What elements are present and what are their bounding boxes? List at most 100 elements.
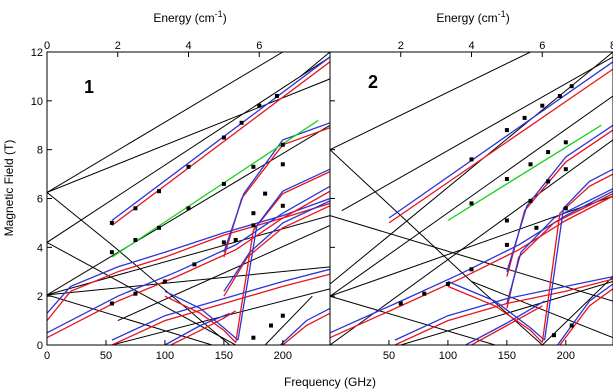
panel-1-data-marker-17 bbox=[162, 279, 167, 284]
panel-1-data-marker-10 bbox=[157, 225, 161, 230]
panel-2-data-marker-0 bbox=[469, 157, 474, 162]
panel-1-x-tick-label-1: 50 bbox=[100, 350, 112, 362]
y-tick-label-3: 6 bbox=[37, 194, 43, 206]
y-tick-label-6: 12 bbox=[31, 47, 43, 59]
panel-2-series-blue-line-16 bbox=[330, 190, 613, 334]
panel-2-data-marker-13 bbox=[445, 282, 450, 286]
top-axis-title-left-text: Energy (cm bbox=[153, 11, 214, 25]
panel-2-series-black-line-7 bbox=[330, 295, 496, 345]
panel-2-data-marker-19 bbox=[528, 198, 533, 203]
panel-1-x-tick-label-4: 200 bbox=[274, 350, 292, 362]
panel-1-data-marker-16 bbox=[133, 291, 138, 296]
y-tick-label-4: 8 bbox=[37, 145, 43, 157]
panel-1-series-red-line-18 bbox=[47, 190, 330, 339]
panel-1-series-red-line-22 bbox=[170, 310, 237, 345]
panel-1-data-marker-19 bbox=[221, 240, 226, 245]
panel-1-data-marker-1 bbox=[133, 206, 138, 211]
panel-2-data-marker-14 bbox=[469, 267, 474, 272]
panel-2-series-black-line-8 bbox=[341, 56, 613, 212]
panel-1-series-red-line-28 bbox=[223, 205, 330, 297]
panel-2-data-marker-4 bbox=[557, 94, 562, 98]
panel-1-series-black-line-10 bbox=[264, 295, 313, 345]
panel-2-series-red-line-15 bbox=[330, 195, 613, 339]
panel-2-data-marker-5 bbox=[569, 84, 574, 89]
panel-1-series-red-line-32 bbox=[282, 312, 330, 345]
panel-2-series-blue-line-18 bbox=[394, 275, 613, 341]
panel-1-x-tick-label-2: 100 bbox=[156, 350, 174, 362]
panel-2-data-marker-2 bbox=[522, 115, 527, 120]
panel-1-series-blue-line-33 bbox=[280, 307, 330, 345]
panel-1-data-marker-24 bbox=[263, 191, 268, 196]
panel-1-data-marker-20 bbox=[251, 223, 256, 228]
panel-2-x-tick-label-3: 200 bbox=[557, 350, 575, 362]
panel-2-series-red-line-13 bbox=[388, 68, 613, 224]
y-tick-label-2: 4 bbox=[37, 242, 43, 254]
top-axis-title-right-text: Energy (cm bbox=[436, 11, 497, 25]
top-axis-title-right-close: ) bbox=[506, 11, 510, 25]
panel-2-x-tick-label-2: 150 bbox=[498, 350, 516, 362]
panel-2-data-marker-23 bbox=[569, 323, 574, 328]
panel-1-energy-tick-label-3: 6 bbox=[256, 40, 262, 52]
panel-1-data-marker-7 bbox=[274, 94, 279, 98]
panel-2-data-marker-15 bbox=[504, 242, 509, 247]
panel-1-data-marker-18 bbox=[192, 262, 197, 267]
panel-2-series-blue-line-28 bbox=[543, 168, 613, 341]
panel-1-series-blue-line-21 bbox=[111, 268, 330, 341]
panel-1-series-red-line-26 bbox=[235, 171, 330, 343]
panel-2-data-marker-10 bbox=[563, 140, 568, 145]
panel-2-series-red-line-21 bbox=[447, 285, 543, 344]
panel-2-energy-tick-label-3: 8 bbox=[610, 40, 613, 52]
panel-2-series-blue-line-14 bbox=[388, 61, 613, 219]
top-axis-title-left: Energy (cm-1) bbox=[153, 9, 226, 25]
panel-1-series-black-line-7 bbox=[47, 56, 330, 243]
panel-1-data-marker-25 bbox=[280, 162, 285, 167]
panel-label-2: 2 bbox=[368, 72, 378, 92]
panel-1-data-marker-21 bbox=[280, 203, 285, 208]
panel-1-series-black-line-1 bbox=[47, 192, 231, 345]
panel-1-x-tick-label-3: 150 bbox=[215, 350, 233, 362]
panel-2-energy-tick-label-0: 2 bbox=[398, 40, 404, 52]
panel-1-series-blue-line-23 bbox=[164, 312, 231, 345]
top-axis-title-right-sup: -1 bbox=[498, 9, 506, 19]
panel-1-x-tick-label-0: 0 bbox=[44, 350, 50, 362]
panel-2-series bbox=[330, 52, 613, 345]
panel-1-series-black-line-12 bbox=[300, 52, 330, 77]
panel-2-series-blue-line-30 bbox=[557, 283, 613, 345]
panel-1-series-red-line-14 bbox=[111, 61, 330, 226]
panel-1-data-marker-6 bbox=[257, 103, 262, 108]
panel-1-series-blue-line-29 bbox=[223, 200, 330, 292]
panel-2-data-marker-22 bbox=[552, 333, 556, 338]
panel-1-data-marker-14 bbox=[280, 142, 285, 147]
top-axis-title-left-sup: -1 bbox=[215, 9, 223, 19]
panel-1-data-marker-9 bbox=[133, 238, 138, 242]
panel-2-energy-tick-label-1: 4 bbox=[468, 40, 474, 52]
y-tick-label-1: 2 bbox=[37, 291, 43, 303]
panel-1-series-blue-line-25 bbox=[164, 290, 239, 341]
panel-2-energy-tick-label-2: 6 bbox=[539, 40, 545, 52]
panel-2-data-marker-12 bbox=[422, 291, 427, 296]
panel-2-series-black-line-9 bbox=[471, 281, 613, 339]
panel-1-series-black-line-6 bbox=[47, 294, 213, 345]
panel-2-x-tick-label-0: 50 bbox=[383, 350, 395, 362]
panel-2-series-red-line-25 bbox=[506, 129, 613, 277]
panel-2-series-black-line-4 bbox=[330, 139, 613, 345]
panel-1-data-marker-4 bbox=[221, 135, 226, 140]
panel-1-series-blue-line-27 bbox=[237, 168, 330, 341]
panel-2-data-marker-20 bbox=[546, 179, 551, 184]
panel-1-data-marker-2 bbox=[157, 189, 161, 194]
panel-1-series bbox=[47, 52, 330, 345]
panel-2-data-marker-16 bbox=[534, 225, 539, 230]
panel-1-data-marker-0 bbox=[109, 220, 114, 225]
panel-2-series-black-line-5 bbox=[330, 215, 613, 302]
top-axis-title-right: Energy (cm-1) bbox=[436, 9, 509, 25]
panel-2-data-marker-7 bbox=[504, 177, 509, 181]
panel-2-series-black-line-10 bbox=[400, 281, 613, 345]
panel-2-data-marker-1 bbox=[504, 128, 509, 133]
panel-1-data-marker-11 bbox=[186, 206, 191, 211]
chart-ticks: 0501001502000246024681012501001502002468 bbox=[31, 40, 613, 362]
panel-1-data-marker-22 bbox=[233, 238, 238, 242]
panel-1-energy-tick-label-1: 2 bbox=[115, 40, 121, 52]
panel-1-series-black-line-13 bbox=[117, 224, 330, 322]
panel-1-series-red-line-20 bbox=[111, 273, 330, 345]
